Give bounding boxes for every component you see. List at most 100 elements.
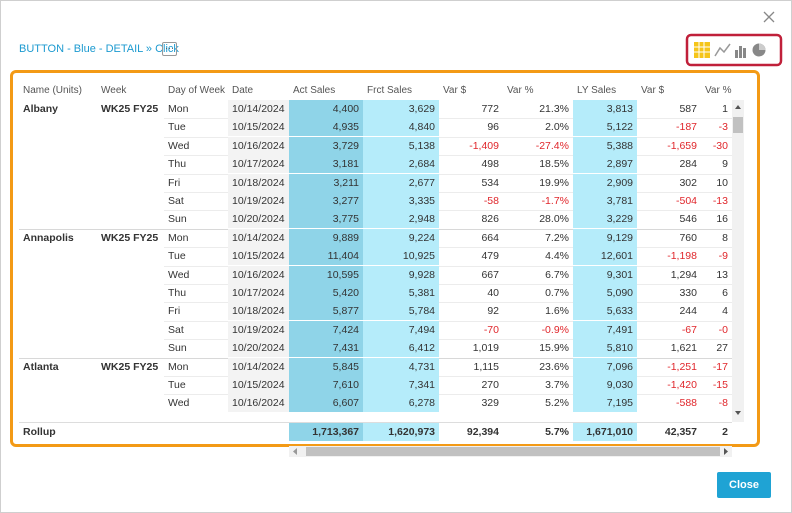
value-cell: -9 [718, 250, 728, 263]
date-cell: 10/19/2024 [228, 320, 289, 339]
value-cell: -15 [712, 379, 728, 391]
value-cell: 7,491 [573, 320, 637, 339]
vertical-scrollbar[interactable] [732, 100, 744, 422]
value-cell: 5.2% [545, 397, 569, 410]
value-cell: 23.6% [539, 360, 569, 373]
date-cell: 10/15/2024 [228, 376, 289, 394]
week-cell: WK25 FY25 [101, 360, 159, 373]
value-cell: 284 [679, 158, 697, 171]
value-cell: -17 [712, 360, 728, 373]
value-cell: 5,138 [363, 136, 439, 155]
drill-title[interactable]: BUTTON - Blue - DETAIL » Click [19, 43, 179, 55]
day-cell: Mon [168, 360, 189, 373]
date-cell: 10/18/2024 [228, 302, 289, 321]
rollup-value: 1,671,010 [573, 423, 637, 441]
value-cell: 0.7% [545, 287, 569, 299]
date-cell: 10/20/2024 [228, 339, 289, 358]
value-cell: 6,278 [363, 394, 439, 413]
value-cell: 546 [679, 213, 697, 226]
table-header: Name (Units) Week Day of Week Date Act Sales… [19, 82, 732, 100]
line-icon[interactable] [714, 43, 731, 57]
value-cell: 6.7% [545, 268, 569, 281]
horizontal-scrollbar[interactable] [289, 446, 732, 457]
value-cell: 21.3% [539, 103, 569, 115]
row-line [164, 376, 732, 377]
value-cell: -3 [718, 121, 728, 134]
value-cell: 4,840 [363, 118, 439, 137]
row-line [164, 265, 732, 267]
value-cell: 1.6% [545, 305, 569, 318]
value-cell: 5,122 [573, 118, 637, 137]
value-cell: 8 [722, 231, 728, 244]
value-cell: 3,813 [573, 100, 637, 118]
column-header: LY Sales [577, 85, 617, 96]
value-cell: 10,595 [289, 265, 363, 284]
value-cell: -0.9% [541, 323, 569, 336]
value-cell: 9,224 [363, 228, 439, 247]
day-cell: Tue [168, 379, 186, 391]
value-cell: 4,935 [289, 118, 363, 137]
more-button[interactable]: ··· [162, 42, 177, 56]
value-cell: 3,335 [363, 192, 439, 210]
day-cell: Mon [168, 103, 189, 115]
date-cell: 10/19/2024 [228, 192, 289, 210]
value-cell: 2,677 [363, 173, 439, 192]
value-cell: 6 [722, 287, 728, 299]
value-cell: 28.0% [539, 213, 569, 226]
value-cell: 5,784 [363, 302, 439, 321]
value-cell: 5,845 [289, 357, 363, 376]
value-cell: 534 [481, 176, 499, 189]
day-cell: Wed [168, 268, 190, 281]
value-cell: 18.5% [539, 158, 569, 171]
table-body: Albany WK25 FY25 Mon 10/14/2024 4,400 3,629 77… [19, 100, 732, 419]
value-cell: -0 [718, 323, 728, 336]
column-header: Name (Units) [23, 85, 82, 96]
row-line [164, 394, 732, 396]
day-cell: Sun [168, 213, 187, 226]
date-cell: 10/17/2024 [228, 155, 289, 174]
value-cell: 1 [722, 103, 728, 115]
value-cell: 2,948 [363, 210, 439, 229]
day-cell: Tue [168, 121, 186, 134]
value-cell: -70 [483, 323, 499, 336]
value-cell: 1,294 [670, 268, 697, 281]
bar-icon[interactable] [735, 46, 746, 58]
name-cell: Albany [23, 103, 59, 115]
value-cell: -1,251 [667, 360, 697, 373]
value-cell: -1,198 [667, 250, 697, 263]
value-cell: 760 [679, 231, 697, 244]
pie-icon[interactable] [752, 43, 766, 57]
close-x-icon[interactable] [761, 9, 777, 25]
value-cell: 2,909 [573, 173, 637, 192]
value-cell: 7,610 [289, 376, 363, 394]
name-cell: Annapolis [23, 231, 74, 244]
value-cell: 3,781 [573, 192, 637, 210]
column-header: Act Sales [293, 85, 336, 96]
value-cell: 7,096 [573, 357, 637, 376]
value-cell: 5,090 [573, 284, 637, 302]
value-cell: 664 [481, 231, 499, 244]
value-cell: -1.7% [541, 195, 569, 207]
value-cell: 1,115 [473, 360, 500, 373]
day-cell: Sun [168, 342, 187, 355]
value-cell: -504 [675, 195, 697, 207]
column-header: Var % [507, 85, 534, 96]
week-cell: WK25 FY25 [101, 231, 159, 244]
value-cell: 4.4% [545, 250, 569, 263]
value-cell: 11,404 [289, 247, 363, 266]
value-cell: 5,420 [289, 284, 363, 302]
row-line [164, 118, 732, 120]
value-cell: -187 [675, 121, 697, 134]
grid-icon[interactable] [694, 42, 710, 58]
value-cell: 16 [716, 213, 728, 226]
row-line [164, 284, 732, 285]
row-line [164, 302, 732, 304]
row-line [164, 210, 732, 212]
value-cell: 96 [487, 121, 499, 134]
table-frame [10, 70, 760, 447]
date-cell: 10/18/2024 [228, 173, 289, 192]
close-button[interactable]: Close [717, 472, 771, 498]
value-cell: 9,889 [289, 228, 363, 247]
column-header: Date [232, 85, 254, 96]
column-header: Var $ [443, 85, 467, 96]
